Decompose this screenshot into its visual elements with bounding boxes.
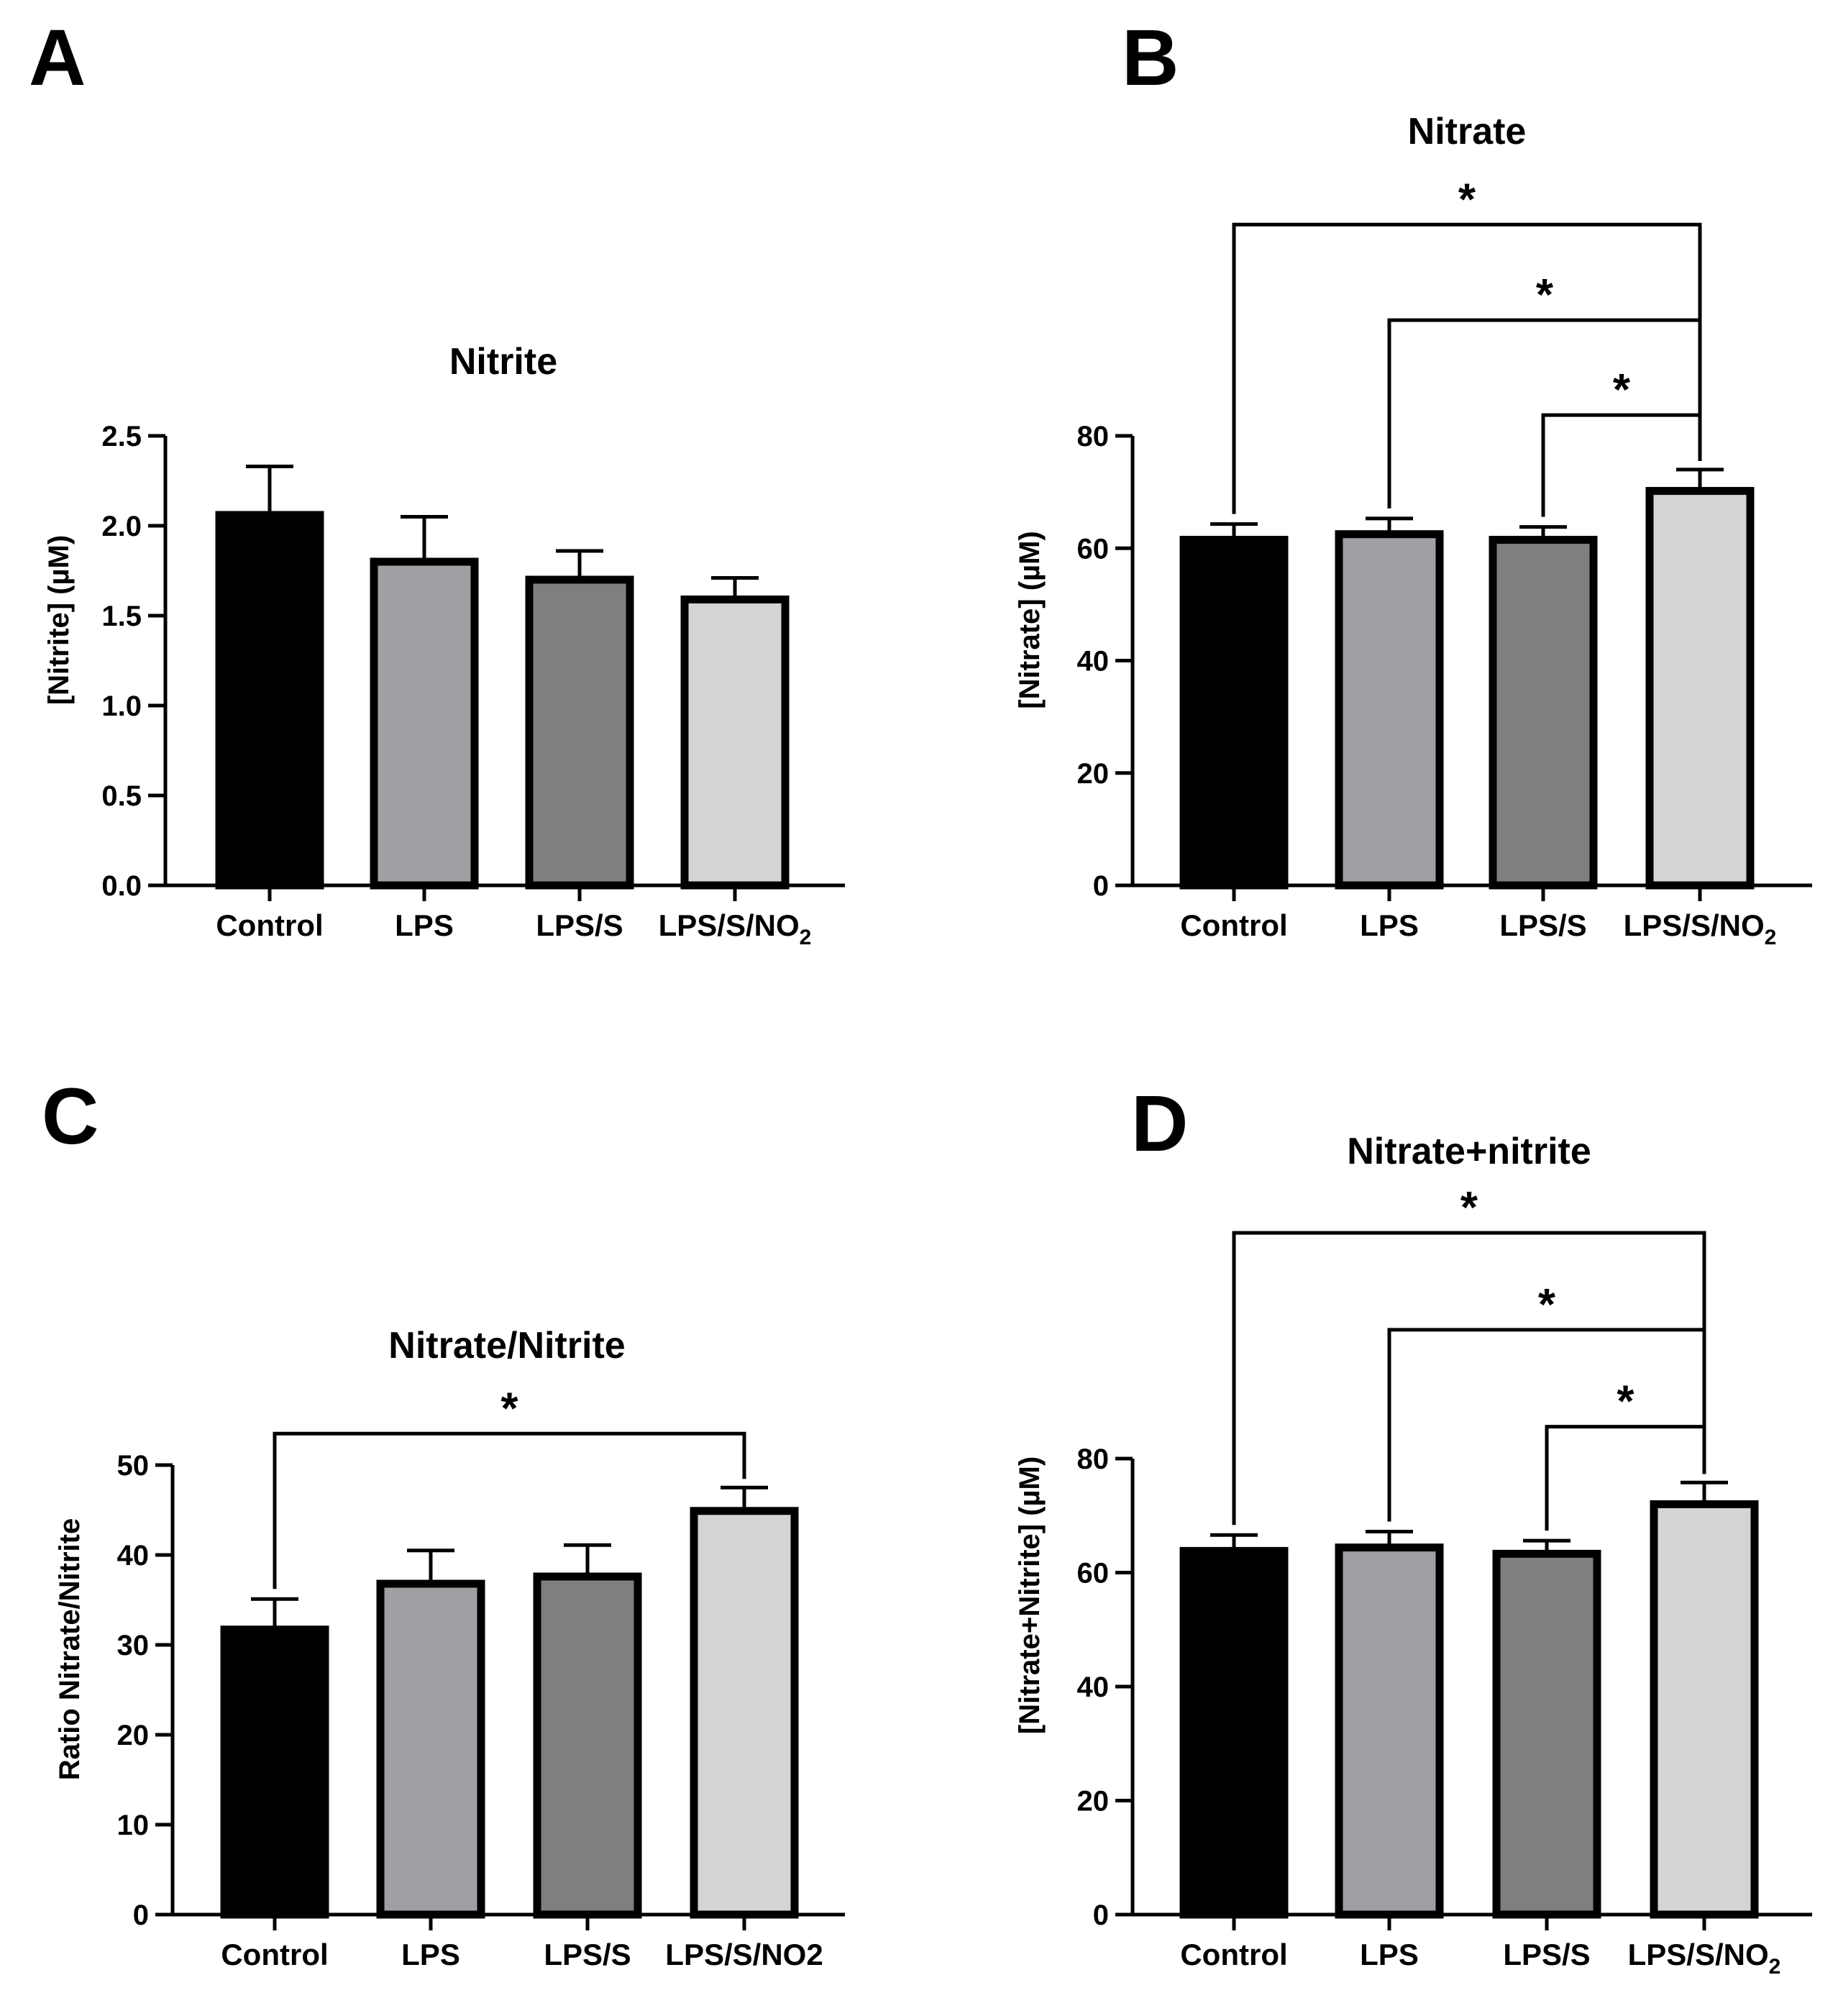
panel-a-bar-2 [370, 557, 479, 890]
panel-b-significance-bracket-2 [1387, 318, 1702, 508]
panel-b-y-tick-label: 80 [1077, 421, 1110, 452]
panel-a-bar-3 [525, 575, 634, 890]
panel-d-letter: D [1131, 1080, 1188, 1168]
panel-d-y-tick-label: 0 [1093, 1899, 1109, 1931]
panel-d-significance-label-2: * [1538, 1280, 1556, 1330]
panel-d-x-tick-label: LPS/S/NO2 [1628, 1938, 1781, 1979]
panel-a-bar-1 [215, 511, 324, 890]
panel-a-bar-4 [680, 596, 790, 890]
panel-a-x-tick-label: LPS/S [536, 908, 623, 942]
panel-d-bar-4 [1650, 1500, 1759, 1919]
panel-d-x-tick-label: LPS/S [1503, 1938, 1590, 1971]
panel-b: B Nitrate [Nitrate] (µM) 0 20 40 60 80 Contro… [1014, 14, 1812, 949]
panel-a-title: Nitrite [449, 341, 557, 383]
panel-d-title: Nitrate+nitrite [1347, 1131, 1591, 1172]
panel-d-y-tick-label: 20 [1077, 1786, 1110, 1817]
panel-b-bar-1 [1179, 536, 1289, 890]
panel-d: D Nitrate+nitrite [Nitrate+Nitrite] (µM)… [1014, 1080, 1812, 1979]
panel-b-letter: B [1122, 14, 1179, 102]
panel-c-significance-label-1: * [500, 1384, 518, 1433]
panel-b-significance-bracket-3 [1541, 413, 1702, 517]
panel-a-letter: A [29, 14, 86, 102]
panel-a-y-tick-label: 2.5 [101, 421, 142, 452]
panel-b-x-tick-label: LPS [1360, 908, 1419, 942]
panel-c-title: Nitrate/Nitrite [388, 1325, 625, 1367]
panel-d-x-tick-label: Control [1180, 1938, 1287, 1971]
panel-c-x-tick-label: LPS [401, 1938, 460, 1971]
panel-c: C Nitrate/Nitrite Ratio Nitrate/Nitrite … [42, 1072, 845, 1971]
panel-c-y-tick-label: 0 [133, 1899, 149, 1931]
panel-b-title: Nitrate [1408, 111, 1527, 152]
panel-b-bar-4 [1645, 487, 1755, 890]
panel-d-y-tick-label: 40 [1077, 1671, 1110, 1703]
panel-b-significance-label-1: * [1458, 175, 1476, 224]
panel-c-y-axis-label: Ratio Nitrate/Nitrite [54, 1518, 86, 1781]
panel-c-y-tick-label: 20 [117, 1720, 150, 1751]
panel-c-bar-1 [220, 1625, 329, 1919]
panel-c-bar-2 [376, 1579, 485, 1919]
panel-a-plot: 0.0 0.5 1.0 1.5 2.0 2.5 Control LPS LPS/S LPS/S/N… [101, 421, 845, 949]
panel-d-y-tick-label: 60 [1077, 1558, 1110, 1589]
panel-d-significance-label-1: * [1460, 1183, 1478, 1233]
panel-d-significance-label-3: * [1617, 1377, 1634, 1427]
panel-b-y-tick-label: 20 [1077, 758, 1110, 790]
panel-a-x-tick-label: Control [216, 908, 323, 942]
panel-b-bar-3 [1489, 536, 1598, 890]
panel-c-letter: C [42, 1072, 99, 1161]
panel-d-significance-bracket-3 [1545, 1425, 1706, 1531]
panel-d-bar-2 [1335, 1543, 1444, 1919]
panel-c-plot: 0 10 20 30 40 50 Control LPS LPS/S LPS/S/NO2 * [117, 1384, 845, 1971]
panel-b-y-tick-label: 60 [1077, 533, 1110, 565]
panel-b-y-tick-label: 40 [1077, 646, 1110, 678]
panel-b-x-tick-label: LPS/S [1499, 908, 1586, 942]
panel-d-bar-1 [1179, 1546, 1289, 1919]
panel-b-y-tick-label: 0 [1093, 870, 1109, 902]
panel-c-y-tick-label: 50 [117, 1450, 150, 1482]
panel-b-significance-label-3: * [1613, 365, 1631, 415]
panel-b-x-tick-label: Control [1180, 908, 1287, 942]
panel-d-y-tick-label: 80 [1077, 1443, 1110, 1475]
panel-a-y-tick-label: 0.5 [101, 780, 142, 812]
panel-c-y-tick-label: 10 [117, 1810, 150, 1841]
panel-a-y-axis-label: [Nitrite] (µM) [43, 535, 75, 705]
panel-c-y-tick-label: 30 [117, 1630, 150, 1661]
panel-a-y-tick-label: 0.0 [101, 870, 142, 902]
panel-a-y-tick-label: 2.0 [101, 511, 142, 542]
panel-d-bar-3 [1492, 1549, 1601, 1919]
panel-c-x-tick-label: LPS/S/NO2 [665, 1938, 823, 1971]
panel-d-significance-bracket-2 [1387, 1328, 1706, 1522]
panel-c-bar-4 [690, 1507, 799, 1919]
panel-c-y-tick-label: 40 [117, 1540, 150, 1572]
panel-c-x-tick-label: LPS/S [544, 1938, 631, 1971]
panel-b-plot: 0 20 40 60 80 Control LPS LPS/S LPS/S/NO2 * * * [1077, 175, 1812, 949]
panel-b-x-tick-label: LPS/S/NO2 [1624, 908, 1777, 949]
panel-c-significance-bracket-1 [273, 1431, 746, 1589]
panel-d-plot: 0 20 40 60 80 Control LPS LPS/S LPS/S/NO2 * * * [1077, 1183, 1812, 1979]
panel-a-x-tick-label: LPS [395, 908, 454, 942]
panel-d-x-tick-label: LPS [1360, 1938, 1419, 1971]
panel-c-bar-3 [533, 1572, 642, 1919]
panel-a-y-tick-label: 1.0 [101, 690, 142, 722]
panel-a: A Nitrite [Nitrite] (µM) 0.0 0.5 1.0 1.5 2.0… [29, 14, 845, 949]
panel-b-y-axis-label: [Nitrate] (µM) [1014, 531, 1046, 708]
panel-c-x-tick-label: Control [221, 1938, 328, 1971]
panel-d-y-axis-label: [Nitrate+Nitrite] (µM) [1014, 1456, 1046, 1734]
panel-a-y-tick-label: 1.5 [101, 601, 142, 632]
panel-a-x-tick-label: LPS/S/NO2 [659, 908, 812, 949]
panel-b-bar-2 [1335, 530, 1444, 890]
panel-b-significance-label-2: * [1536, 270, 1554, 320]
